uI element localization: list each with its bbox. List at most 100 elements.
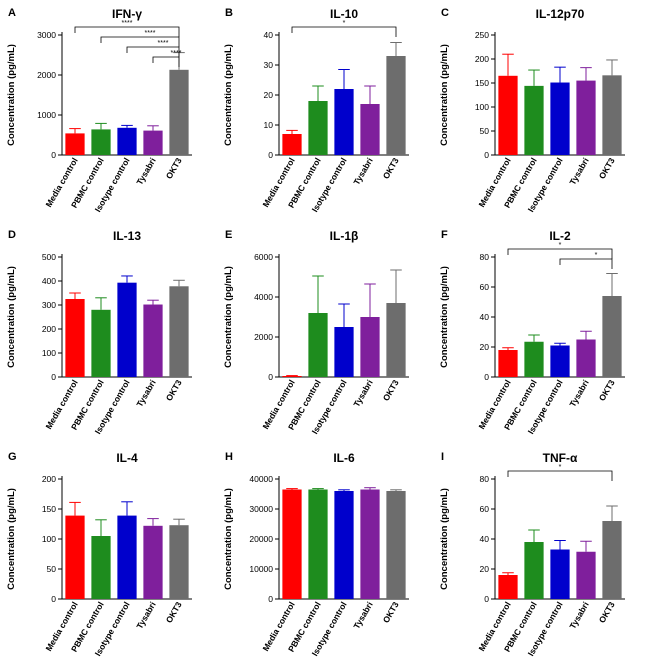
y-axis-label: Concentration (pg/mL) — [6, 488, 17, 590]
chart-panel-d: D IL-13 Concentration (pg/mL) 0 100 200 300 400… — [6, 229, 192, 436]
significance-bracket — [291, 26, 397, 37]
bar-pbmc-control — [308, 101, 328, 155]
bar-tysabri — [576, 339, 596, 377]
y-tick-label: 500 — [42, 252, 56, 262]
x-tick-label: Tysabri — [134, 600, 157, 631]
y-tick-label: 30 — [264, 60, 274, 70]
x-tick-label: OKT3 — [164, 156, 184, 181]
significance-label: * — [595, 252, 598, 259]
y-tick-label: 100 — [42, 534, 56, 544]
chart-title: IFN-γ — [112, 7, 142, 21]
y-tick-label: 6000 — [254, 252, 273, 262]
y-tick-label: 60 — [480, 504, 490, 514]
x-tick-label: Tysabri — [134, 378, 157, 409]
bar-isotype-control — [117, 282, 137, 377]
bar-pbmc-control — [91, 309, 111, 377]
y-tick-label: 400 — [42, 276, 56, 286]
bar-media-control — [282, 376, 302, 377]
chart-title: IL-12p70 — [536, 7, 585, 21]
bar-media-control — [498, 75, 518, 155]
x-tick-label: OKT3 — [597, 600, 617, 625]
chart-title: TNF-α — [543, 451, 578, 465]
y-tick-label: 0 — [268, 150, 273, 160]
chart-panel-e: E IL-1β Concentration (pg/mL) 0 2000 4000 6000… — [223, 229, 409, 436]
panel-letter: C — [441, 7, 449, 19]
bar-media-control — [282, 489, 302, 599]
panel-letter: B — [225, 7, 233, 19]
x-tick-label: Tysabri — [134, 156, 157, 187]
bar-isotype-control — [550, 549, 570, 599]
chart-title: IL-13 — [113, 229, 141, 243]
y-tick-label: 40000 — [249, 474, 273, 484]
bar-media-control — [498, 575, 518, 599]
y-tick-label: 30000 — [249, 504, 273, 514]
bar-isotype-control — [550, 82, 570, 155]
significance-label: **** — [145, 30, 156, 37]
y-tick-label: 20000 — [249, 534, 273, 544]
y-tick-label: 250 — [475, 30, 489, 40]
x-tick-label: OKT3 — [381, 378, 401, 403]
bar-tysabri — [143, 130, 163, 155]
y-tick-label: 200 — [42, 474, 56, 484]
y-tick-label: 0 — [484, 150, 489, 160]
x-tick-label: Tysabri — [567, 378, 590, 409]
y-axis-label: Concentration (pg/mL) — [223, 44, 234, 146]
y-tick-label: 300 — [42, 300, 56, 310]
y-tick-label: 3000 — [37, 30, 56, 40]
bar-pbmc-control — [524, 542, 544, 599]
significance-label: * — [559, 242, 562, 249]
significance-bracket — [126, 46, 180, 57]
bar-pbmc-control — [524, 341, 544, 377]
y-tick-label: 0 — [268, 594, 273, 604]
y-tick-label: 20 — [480, 342, 490, 352]
x-tick-label: OKT3 — [381, 600, 401, 625]
y-tick-label: 80 — [480, 474, 490, 484]
y-tick-label: 0 — [268, 372, 273, 382]
y-tick-label: 100 — [42, 348, 56, 358]
bar-pbmc-control — [91, 536, 111, 599]
y-tick-label: 50 — [480, 126, 490, 136]
x-tick-label: OKT3 — [164, 378, 184, 403]
bar-isotype-control — [334, 327, 354, 377]
panel-letter: H — [225, 451, 233, 463]
bar-tysabri — [143, 304, 163, 377]
x-tick-label: Tysabri — [351, 156, 374, 187]
y-axis-label: Concentration (pg/mL) — [439, 266, 450, 368]
panel-letter: F — [441, 229, 448, 241]
y-tick-label: 4000 — [254, 292, 273, 302]
chart-panel-h: H IL-6 Concentration (pg/mL) 0 10000 20000 300… — [223, 451, 409, 658]
y-tick-label: 200 — [42, 324, 56, 334]
y-tick-label: 20 — [480, 564, 490, 574]
bar-isotype-control — [334, 89, 354, 155]
bar-tysabri — [576, 551, 596, 599]
bar-isotype-control — [117, 515, 137, 599]
significance-label: **** — [158, 40, 169, 47]
bar-okt3 — [169, 69, 189, 155]
y-tick-label: 60 — [480, 282, 490, 292]
significance-bracket — [507, 470, 613, 481]
y-tick-label: 80 — [480, 252, 490, 262]
significance-label: * — [559, 464, 562, 471]
bar-tysabri — [360, 489, 380, 599]
y-axis-label: Concentration (pg/mL) — [223, 266, 234, 368]
significance-label: **** — [122, 20, 133, 27]
panel-letter: I — [441, 451, 444, 463]
x-tick-label: OKT3 — [597, 378, 617, 403]
y-tick-label: 0 — [484, 372, 489, 382]
bar-tysabri — [360, 317, 380, 377]
bar-media-control — [282, 134, 302, 155]
bar-tysabri — [143, 525, 163, 599]
bar-isotype-control — [550, 345, 570, 377]
chart-panel-a: A IFN-γ Concentration (pg/mL) 0 1000 2000 3000… — [6, 7, 192, 214]
x-tick-label: OKT3 — [381, 156, 401, 181]
bar-pbmc-control — [524, 85, 544, 155]
y-tick-label: 2000 — [254, 332, 273, 342]
y-tick-label: 50 — [47, 564, 57, 574]
x-tick-label: OKT3 — [597, 156, 617, 181]
panel-letter: E — [225, 229, 232, 241]
panel-letter: G — [8, 451, 17, 463]
